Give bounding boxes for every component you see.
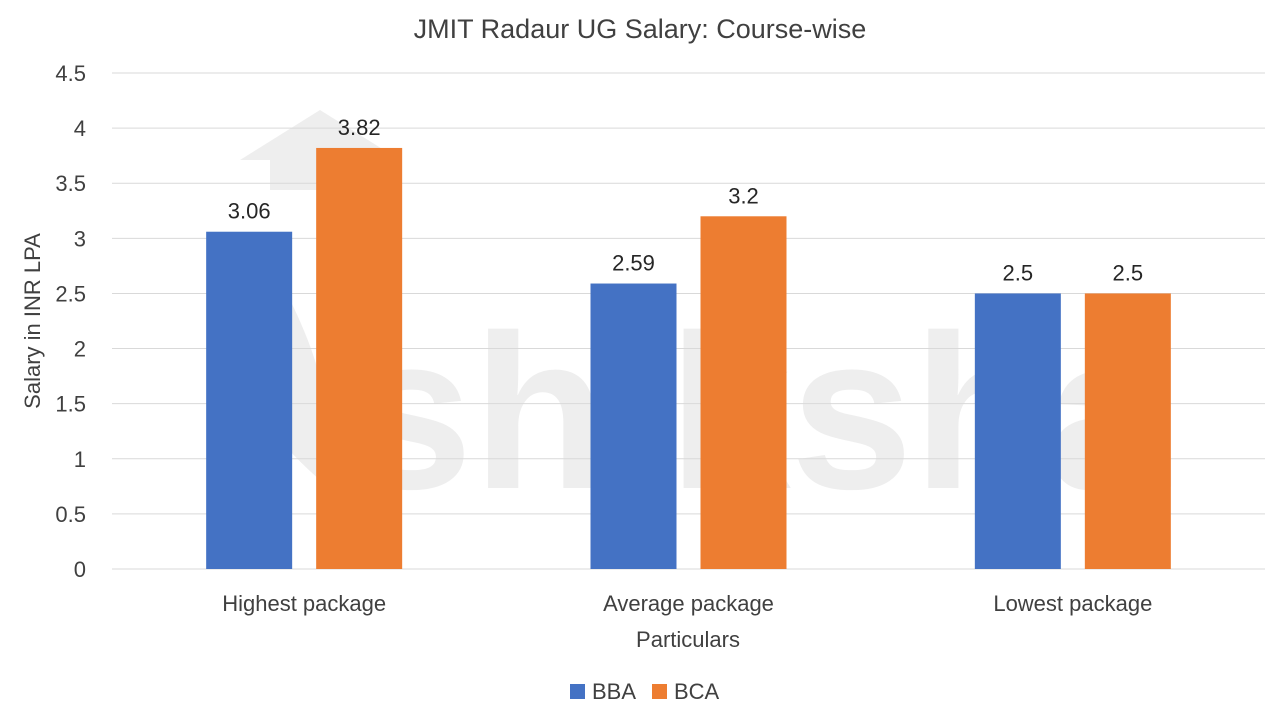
data-label: 3.82	[338, 115, 381, 140]
y-tick-label: 0.5	[55, 502, 86, 527]
chart-title: JMIT Radaur UG Salary: Course-wise	[414, 14, 867, 44]
y-tick-label: 3	[74, 226, 86, 251]
data-labels: 3.06 3.82 2.59 3.2 2.5 2.5	[228, 115, 1143, 285]
y-tick-label: 2.5	[55, 281, 86, 306]
y-axis-ticks: 0 0.5 1 1.5 2 2.5 3 3.5 4 4.5	[55, 61, 86, 582]
y-tick-label: 3.5	[55, 171, 86, 196]
bar-bca	[1084, 293, 1171, 569]
x-axis-title: Particulars	[636, 627, 740, 652]
legend-swatch-bca	[652, 684, 667, 699]
y-tick-label: 4.5	[55, 61, 86, 86]
bar-bba	[974, 293, 1061, 569]
legend: BBA BCA	[570, 679, 720, 704]
legend-swatch-bba	[570, 684, 585, 699]
x-tick-label: Highest package	[222, 591, 386, 616]
bar-bba	[206, 231, 293, 569]
x-tick-label: Average package	[603, 591, 774, 616]
y-tick-label: 2	[74, 337, 86, 362]
bar-bca	[316, 147, 403, 569]
data-label: 2.59	[612, 251, 655, 276]
bars	[206, 147, 1171, 570]
bar-bba	[590, 283, 677, 569]
y-tick-label: 1.5	[55, 392, 86, 417]
legend-label-bca: BCA	[674, 679, 720, 704]
data-label: 3.06	[228, 199, 271, 224]
bar-bca	[700, 216, 787, 570]
data-label: 3.2	[728, 183, 759, 208]
x-axis-ticks: Highest package Average package Lowest pac…	[222, 591, 1152, 616]
x-tick-label: Lowest package	[993, 591, 1152, 616]
y-tick-label: 0	[74, 557, 86, 582]
y-tick-label: 1	[74, 447, 86, 472]
data-label: 2.5	[1003, 260, 1034, 285]
y-tick-label: 4	[74, 116, 86, 141]
data-label: 2.5	[1113, 260, 1144, 285]
legend-label-bba: BBA	[592, 679, 636, 704]
y-axis-title: Salary in INR LPA	[20, 233, 45, 409]
gridlines	[112, 72, 1265, 570]
